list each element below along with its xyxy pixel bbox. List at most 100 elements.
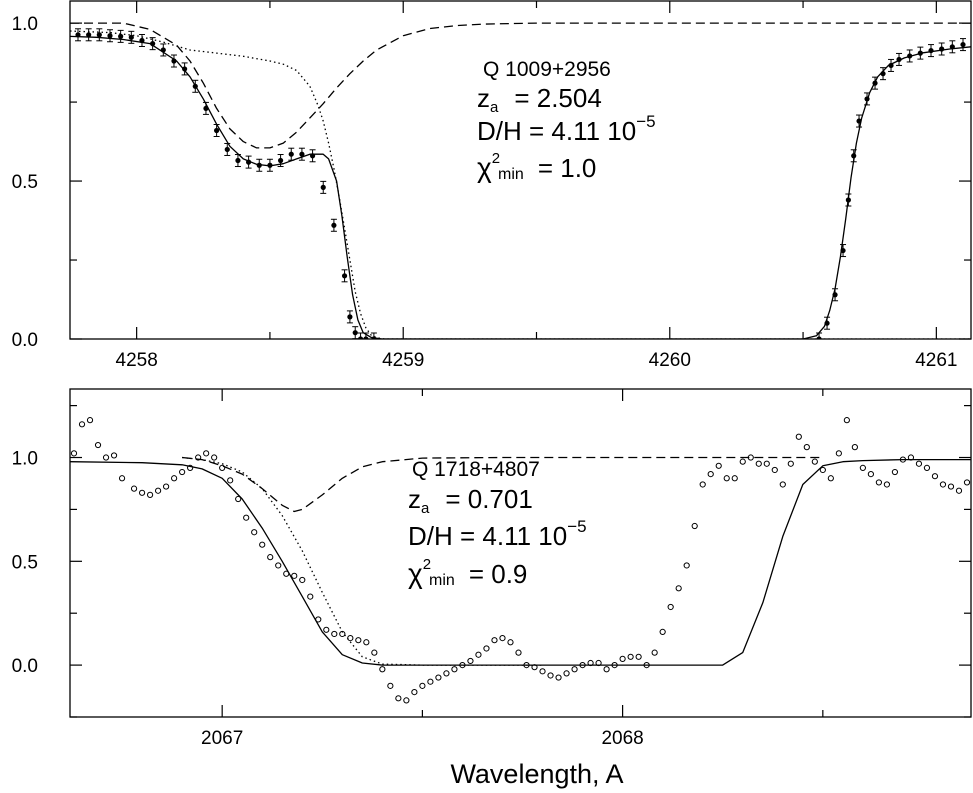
data-point xyxy=(94,441,102,449)
panel-top-x-tick-label: 4260 xyxy=(649,350,691,371)
panel-bottom-chi-square: χ2 min = 0.9 xyxy=(408,556,527,589)
panel-top-y-tick-label: 0.0 xyxy=(12,330,38,351)
data-point xyxy=(939,46,945,52)
data-point xyxy=(683,562,690,569)
data-point xyxy=(571,666,578,673)
panel-top-x-tick-label: 4259 xyxy=(382,350,424,371)
data-point xyxy=(955,487,963,494)
data-point xyxy=(146,491,154,498)
data-point xyxy=(851,444,858,451)
data-point xyxy=(824,320,830,326)
data-point xyxy=(78,421,86,428)
data-point xyxy=(723,475,730,482)
data-point xyxy=(288,151,294,157)
data-point xyxy=(739,458,746,465)
data-point xyxy=(283,570,290,577)
data-point xyxy=(102,454,110,461)
data-point xyxy=(323,626,330,633)
data-point xyxy=(363,639,370,646)
data-point xyxy=(787,460,794,467)
data-point xyxy=(203,450,210,457)
data-point xyxy=(179,468,186,476)
panel-top-redshift: za = 2.504 xyxy=(477,83,602,116)
data-point xyxy=(483,645,490,652)
data-point xyxy=(763,460,770,467)
data-point xyxy=(427,678,434,685)
data-point xyxy=(888,62,894,69)
panel-top-object-name: Q 1009+2956 xyxy=(483,58,611,81)
data-point xyxy=(963,479,971,486)
data-point xyxy=(187,464,194,471)
data-point xyxy=(843,417,850,424)
data-point xyxy=(939,481,947,488)
data-point xyxy=(331,630,338,638)
data-point xyxy=(320,184,326,190)
data-point xyxy=(619,655,626,662)
data-point xyxy=(339,630,346,638)
data-point xyxy=(451,666,458,673)
data-point xyxy=(227,477,234,484)
data-point xyxy=(130,485,138,492)
data-point xyxy=(96,32,102,38)
data-point xyxy=(627,653,634,660)
data-point xyxy=(395,695,402,702)
panel-top: 4258 4259 4260 4261 0.0 0.5 1.0 Q 1009+2956 za… xyxy=(12,0,972,371)
panel-bottom-frame xyxy=(69,388,972,718)
data-point xyxy=(867,471,874,478)
data-point xyxy=(899,456,907,463)
data-point xyxy=(827,475,834,482)
data-point xyxy=(539,668,546,675)
data-point xyxy=(931,473,939,480)
data-point xyxy=(235,157,241,164)
data-point xyxy=(435,674,442,681)
data-point xyxy=(86,417,94,424)
data-point xyxy=(267,162,273,168)
data-point xyxy=(731,475,738,482)
data-point xyxy=(880,71,886,77)
data-point xyxy=(163,483,170,490)
data-point xyxy=(387,682,394,689)
data-point xyxy=(840,247,846,254)
panel-top-dotted-line xyxy=(70,30,971,339)
data-point xyxy=(341,273,348,279)
data-point xyxy=(75,32,81,38)
data-point xyxy=(579,662,586,669)
data-point xyxy=(949,44,955,50)
data-point xyxy=(363,336,369,339)
data-point xyxy=(907,454,915,461)
data-point xyxy=(691,522,698,530)
data-point xyxy=(459,662,466,669)
data-point xyxy=(307,593,314,600)
data-point xyxy=(419,682,426,689)
data-point xyxy=(214,127,220,134)
data-point xyxy=(379,666,386,673)
data-point xyxy=(160,47,166,53)
data-point xyxy=(110,452,118,459)
data-point xyxy=(896,56,902,63)
data-point xyxy=(299,151,305,157)
data-point xyxy=(883,481,891,488)
data-point xyxy=(70,450,78,457)
data-point xyxy=(755,460,762,467)
data-point xyxy=(219,464,226,471)
x-axis-title: Wavelength, A xyxy=(450,759,623,789)
panel-bottom-y-tick-label: 0.0 xyxy=(12,656,38,677)
data-point xyxy=(832,292,838,298)
data-point xyxy=(587,659,594,667)
data-point xyxy=(667,603,674,611)
panel-bottom-ticks: 2067 2068 0.0 0.5 1.0 xyxy=(12,389,971,749)
panel-top-x-tick-label: 4258 xyxy=(116,350,158,371)
data-point xyxy=(779,481,786,488)
panel-bottom: 2067 2068 0.0 0.5 1.0 Q 1718+4807 za = 0.701 … xyxy=(12,388,972,749)
panel-bottom-dashed-line xyxy=(182,456,823,513)
panel-bottom-y-tick-label: 1.0 xyxy=(12,449,38,470)
data-point xyxy=(643,662,650,669)
panel-top-y-tick-label: 0.5 xyxy=(12,172,38,193)
data-point xyxy=(443,670,450,677)
data-point xyxy=(675,585,682,592)
data-point xyxy=(816,336,822,339)
data-point xyxy=(138,489,146,496)
data-point xyxy=(907,53,913,59)
panel-top-annotation: Q 1009+2956 za = 2.504 D/H = 4.11 10−5 χ2… xyxy=(477,58,656,183)
